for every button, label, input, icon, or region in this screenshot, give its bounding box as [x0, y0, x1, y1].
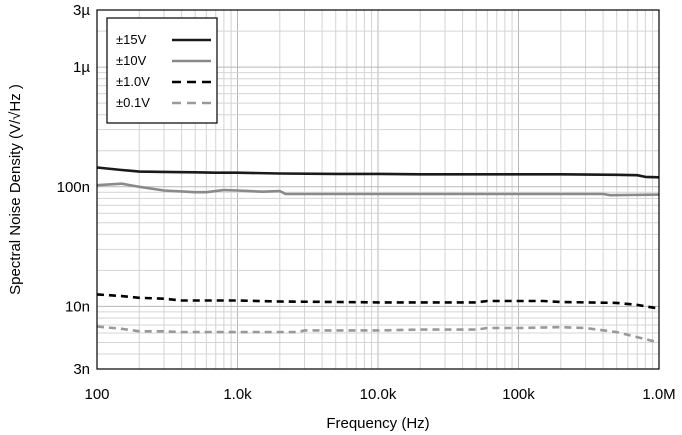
legend: ±15V ±10V ±1.0V ±0.1V — [106, 17, 218, 124]
x-axis-title: Frequency (Hz) — [326, 415, 429, 432]
x-tick-label: 10.0k — [360, 386, 397, 403]
legend-label: ±10V — [116, 53, 147, 68]
y-tick-label: 10n — [65, 298, 90, 315]
y-tick-label: 100n — [57, 179, 90, 196]
legend-label: ±0.1V — [116, 95, 150, 110]
legend-label: ±15V — [116, 32, 147, 47]
y-axis-title: Spectral Noise Density (V/√Hz ) — [7, 84, 24, 295]
series-line-1 — [96, 166, 660, 179]
plot-frame — [96, 9, 660, 370]
y-tick-labels: 3n 10n 100n 1µ 3µ — [57, 2, 91, 378]
x-tick-labels: 100 1.0k 10.0k 100k 1.0M — [84, 386, 675, 403]
y-tick-label: 3µ — [73, 2, 90, 19]
series-line-4 — [96, 325, 660, 344]
series-line-3 — [96, 293, 660, 310]
x-tick-label: 100k — [502, 386, 535, 403]
x-tick-label: 1.0M — [642, 386, 675, 403]
series-line-2 — [96, 182, 660, 197]
y-tick-label: 3n — [73, 361, 90, 378]
series-group — [96, 166, 660, 344]
legend-label: ±1.0V — [116, 74, 150, 89]
legend-box — [106, 17, 218, 124]
x-tick-label: 100 — [84, 386, 109, 403]
x-tick-label: 1.0k — [223, 386, 252, 403]
y-tick-label: 1µ — [73, 59, 90, 76]
